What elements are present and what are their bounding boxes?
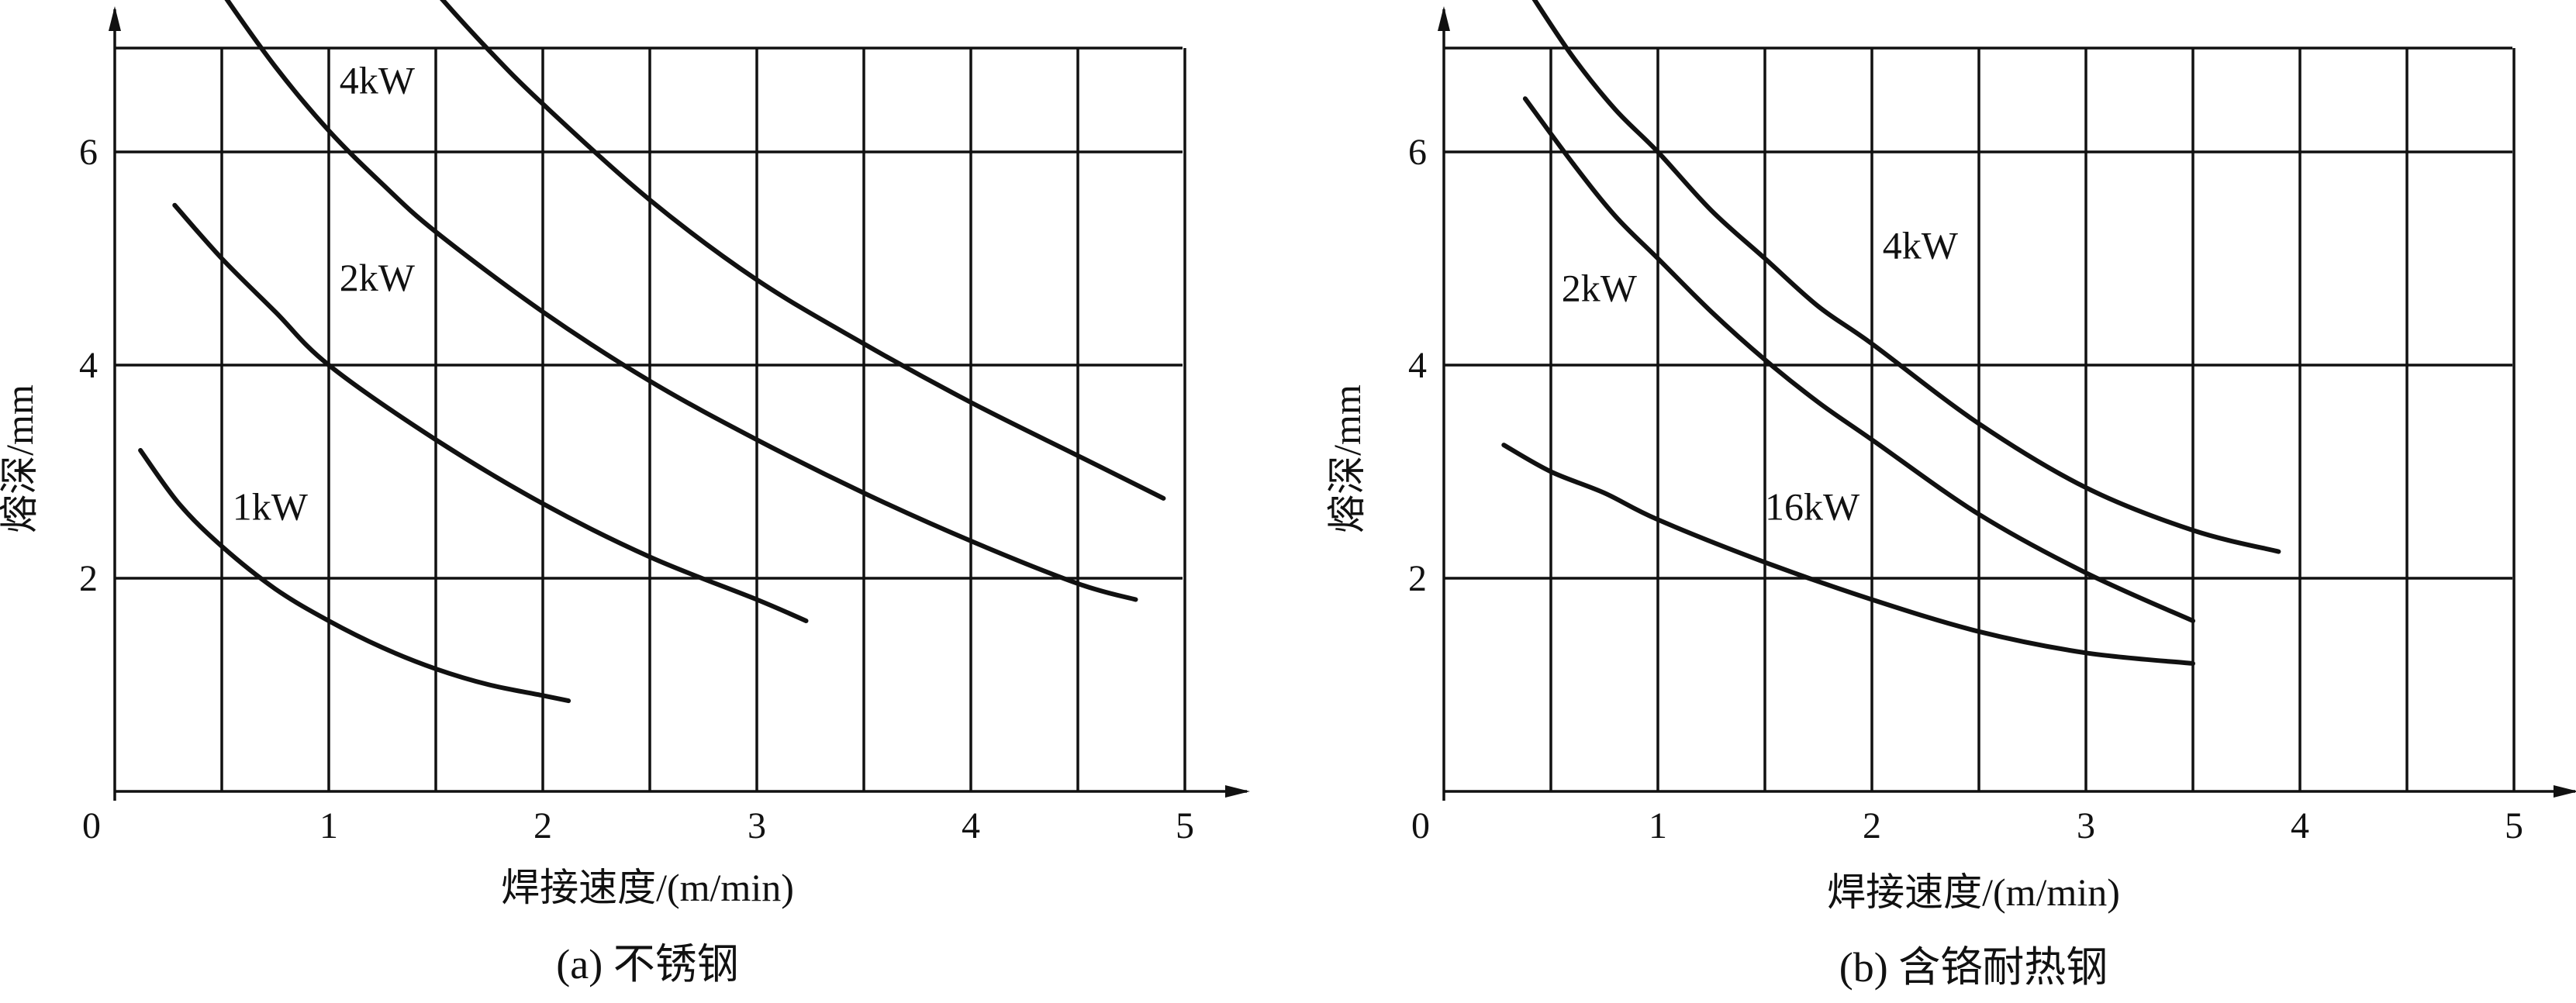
- series-line-4kw: [1531, 0, 2281, 554]
- series-line-2kw: [172, 202, 809, 623]
- series-label-4kw: 4kW: [340, 58, 416, 102]
- y-tick-label: 6: [79, 132, 98, 173]
- origin-label: 0: [1411, 805, 1430, 846]
- origin-label: 0: [82, 805, 101, 846]
- y-tick-label: 6: [1408, 132, 1427, 173]
- y-axis-arrow: [1438, 6, 1450, 31]
- grid: [1444, 47, 2516, 791]
- x-tick-label: 5: [1176, 805, 1194, 846]
- x-axis-label: 焊接速度/(m/min): [1827, 870, 2120, 914]
- y-tick-label: 2: [1408, 558, 1427, 599]
- x-tick-label: 2: [1863, 805, 1881, 846]
- series-line-2kw: [1522, 96, 2195, 623]
- y-tick-label: 4: [1408, 345, 1427, 386]
- y-axis-label: 熔深/mm: [1325, 384, 1369, 533]
- series-line-1kw: [138, 448, 571, 704]
- series-label-1kw: 1kW: [233, 484, 309, 528]
- y-tick-label: 4: [79, 345, 98, 386]
- series-line-6kw: [440, 0, 1166, 501]
- x-tick-label: 2: [534, 805, 552, 846]
- y-axis-label: 熔深/mm: [0, 384, 41, 533]
- x-tick-label: 1: [1649, 805, 1667, 846]
- x-axis-arrow: [1225, 785, 1250, 798]
- series-label-2kw: 2kW: [340, 256, 416, 299]
- x-tick-label: 1: [319, 805, 338, 846]
- series-line-16kw: [1501, 443, 2195, 666]
- x-axis-arrow: [2554, 785, 2576, 798]
- chart-caption: (b) 含铬耐热钢: [1839, 944, 2108, 991]
- series-label-2kw: 2kW: [1562, 267, 1638, 310]
- y-axis-arrow: [109, 6, 121, 31]
- x-tick-label: 4: [962, 805, 980, 846]
- x-tick-label: 3: [748, 805, 766, 846]
- x-tick-label: 4: [2291, 805, 2309, 846]
- x-tick-label: 5: [2505, 805, 2523, 846]
- series-label-16kw: 16kW: [1765, 484, 1860, 528]
- x-axis-label: 焊接速度/(m/min): [501, 866, 794, 909]
- grid: [115, 47, 1186, 791]
- series-line-4kw: [224, 0, 1138, 602]
- y-tick-label: 2: [79, 558, 98, 599]
- x-tick-label: 3: [2077, 805, 2095, 846]
- series-label-4kw: 4kW: [1883, 224, 1959, 267]
- chart-caption: (a) 不锈钢: [556, 941, 738, 987]
